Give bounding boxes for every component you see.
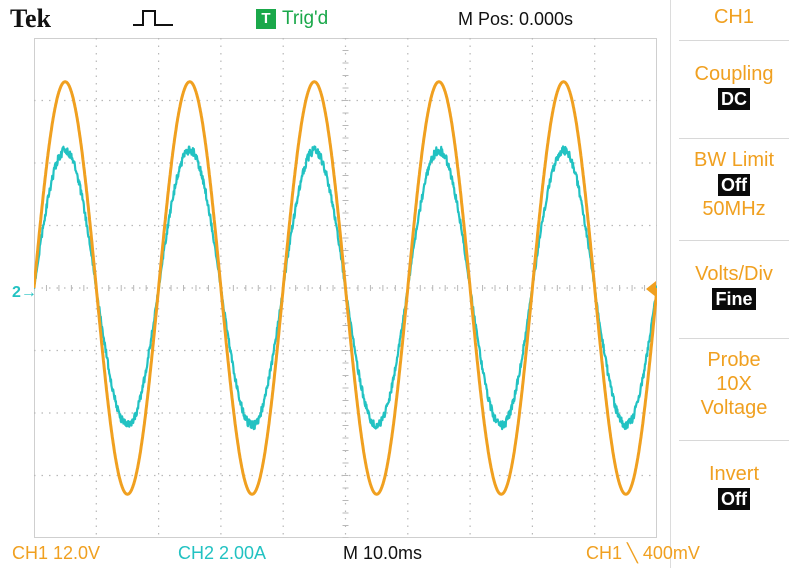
timebase: M 10.0ms xyxy=(343,543,422,564)
menu-probe-attenuation: 10X xyxy=(671,372,796,396)
menu-probe[interactable]: Probe 10X Voltage xyxy=(671,348,796,420)
menu-coupling-value: DC xyxy=(718,88,750,110)
status-bar: Tek T Trig'd M Pos: 0.000s xyxy=(0,0,670,36)
trigger-badge: T xyxy=(256,9,276,29)
menu-bw-limit-value: Off xyxy=(718,174,750,196)
menu-invert[interactable]: Invert Off xyxy=(671,462,796,511)
menu-divider xyxy=(679,240,789,241)
trigger-status-text: Trig'd xyxy=(282,8,328,30)
menu-volts-div-label: Volts/Div xyxy=(671,262,796,286)
menu-bw-limit[interactable]: BW Limit Off 50MHz xyxy=(671,148,796,221)
pulse-icon xyxy=(133,8,173,33)
waveform-canvas xyxy=(34,38,657,538)
menu-title: CH1 xyxy=(671,6,796,29)
menu-divider xyxy=(679,440,789,441)
menu-bw-limit-label: BW Limit xyxy=(671,148,796,172)
ch1-scale: CH1 12.0V xyxy=(12,543,100,564)
horizontal-position: M Pos: 0.000s xyxy=(458,9,573,30)
menu-divider xyxy=(679,40,789,41)
waveform-display xyxy=(34,38,657,538)
menu-volts-div-value: Fine xyxy=(712,288,755,310)
menu-coupling[interactable]: Coupling DC xyxy=(671,62,796,111)
ch2-scale: CH2 2.00A xyxy=(178,543,266,564)
trigger-readout: CH1 ╲ 400mV xyxy=(586,543,700,564)
scale-readout-bar: CH1 12.0V CH2 2.00A M 10.0ms CH1 ╲ 400mV xyxy=(0,540,796,568)
ch2-ground-marker: 2→ xyxy=(12,284,37,302)
menu-bw-limit-extra: 50MHz xyxy=(671,197,796,221)
trigger-status: T Trig'd xyxy=(256,8,328,30)
side-menu: CH1 Coupling DC BW Limit Off 50MHz Volts… xyxy=(670,0,796,568)
menu-invert-label: Invert xyxy=(671,462,796,486)
menu-volts-div[interactable]: Volts/Div Fine xyxy=(671,262,796,311)
menu-coupling-label: Coupling xyxy=(671,62,796,86)
menu-divider xyxy=(679,138,789,139)
trigger-level-marker xyxy=(646,281,656,297)
brand-logo: Tek xyxy=(10,4,51,34)
menu-probe-label: Probe xyxy=(671,348,796,372)
menu-probe-type: Voltage xyxy=(671,396,796,420)
menu-invert-value: Off xyxy=(718,488,750,510)
menu-divider xyxy=(679,338,789,339)
